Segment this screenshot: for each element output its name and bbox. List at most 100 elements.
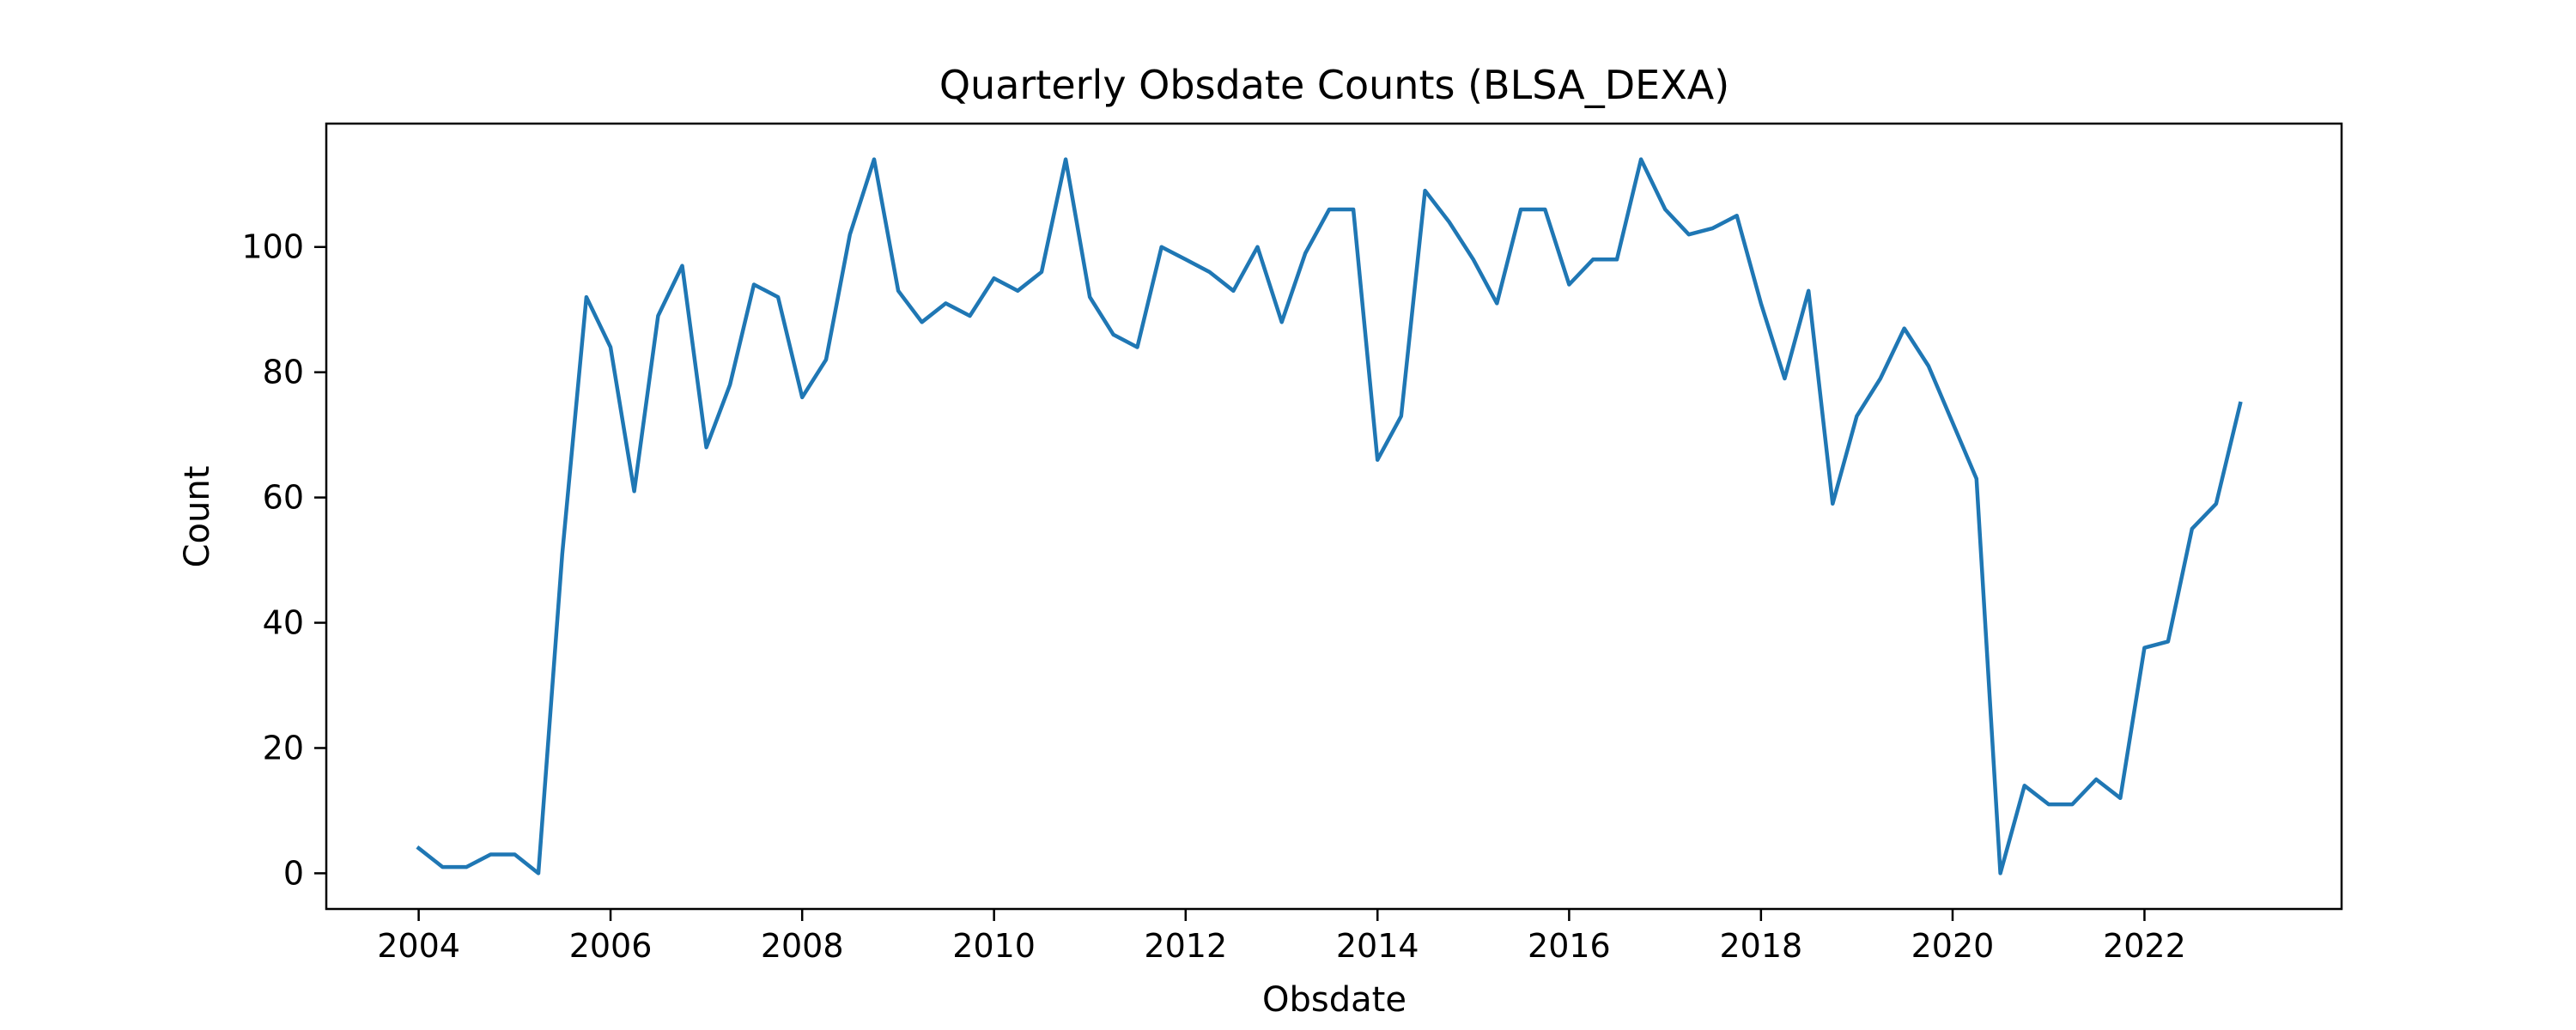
data-point [1014, 288, 1021, 294]
y-tick-label: 40 [263, 604, 304, 642]
data-point [1710, 225, 1716, 232]
series-layer [416, 156, 2244, 876]
data-point [1734, 212, 1741, 219]
data-point [535, 869, 542, 876]
data-point [703, 444, 710, 451]
data-point [1134, 344, 1141, 351]
data-point [1758, 300, 1765, 306]
x-axis: 2004 2006 2008 2010 2012 2014 2016 2018 2020 2022 [377, 909, 2186, 965]
x-axis-label: Obsdate [1262, 980, 1406, 1020]
data-point [512, 851, 519, 858]
x-tick-label: 2008 [761, 927, 844, 965]
data-point [1613, 256, 1620, 263]
data-point [2237, 400, 2244, 407]
data-point [726, 381, 733, 388]
data-point [2165, 638, 2172, 645]
data-point [1829, 500, 1836, 507]
x-tick-label: 2004 [377, 927, 460, 965]
data-point [2045, 801, 2052, 808]
data-point [487, 851, 494, 858]
data-point [559, 550, 566, 557]
data-point [1493, 300, 1500, 306]
data-point [2189, 525, 2196, 532]
y-axis-label: Count [178, 466, 217, 568]
data-point [2141, 645, 2148, 651]
data-point [2117, 795, 2123, 802]
data-point [1182, 256, 1189, 263]
data-point [607, 344, 614, 351]
data-point [1853, 413, 1860, 420]
data-point [1925, 362, 1932, 369]
data-point [2213, 500, 2220, 507]
data-point [1541, 206, 1548, 213]
data-point [919, 318, 926, 325]
data-point [1110, 331, 1117, 338]
data-point [1398, 413, 1405, 420]
data-point [1517, 206, 1524, 213]
data-point [1374, 457, 1381, 464]
x-tick-label: 2022 [2103, 927, 2186, 965]
y-tick-label: 60 [263, 479, 304, 517]
data-point [1206, 269, 1213, 276]
y-tick-label: 80 [263, 354, 304, 391]
data-point [1470, 256, 1477, 263]
data-point [1781, 375, 1788, 382]
data-point [1230, 288, 1236, 294]
data-point [2069, 801, 2075, 808]
data-point [1279, 318, 1285, 325]
data-point [871, 156, 878, 163]
data-point [1422, 187, 1429, 194]
data-point [463, 863, 470, 870]
x-tick-label: 2020 [1911, 927, 1995, 965]
data-point [654, 312, 661, 319]
data-point [942, 300, 949, 306]
data-point [416, 845, 422, 851]
data-point [1997, 869, 2004, 876]
data-point [1446, 219, 1453, 226]
x-tick-label: 2006 [569, 927, 653, 965]
y-tick-label: 100 [241, 228, 304, 266]
data-point [1686, 231, 1692, 238]
data-point [631, 488, 638, 494]
data-point [967, 312, 974, 319]
chart-title: Quarterly Obsdate Counts (BLSA_DEXA) [939, 62, 1729, 108]
data-point [1637, 156, 1644, 163]
data-point [439, 863, 446, 870]
series-line [416, 157, 2243, 876]
data-point [775, 294, 781, 300]
data-point [1255, 244, 1261, 251]
data-point [1973, 476, 1980, 482]
data-point [1805, 288, 1812, 294]
data-point [895, 288, 902, 294]
x-tick-label: 2018 [1719, 927, 1802, 965]
data-point [1086, 294, 1093, 300]
x-tick-label: 2010 [952, 927, 1036, 965]
data-point [679, 263, 686, 270]
data-point [799, 394, 805, 401]
x-tick-label: 2014 [1336, 927, 1419, 965]
data-point [991, 275, 998, 282]
data-point [1565, 282, 1572, 288]
data-point [1350, 206, 1357, 213]
data-point [823, 356, 829, 363]
data-point [1901, 325, 1908, 332]
data-point [1662, 206, 1668, 213]
y-axis: 0 20 40 60 80 100 [241, 228, 326, 892]
data-point [1877, 375, 1884, 382]
data-point [1038, 269, 1045, 276]
data-point [847, 231, 854, 238]
plot-frame [325, 122, 2343, 911]
x-tick-label: 2012 [1144, 927, 1227, 965]
data-point [1302, 250, 1309, 257]
y-tick-label: 0 [283, 854, 304, 892]
data-point [2093, 776, 2099, 783]
data-point [1158, 244, 1165, 251]
y-tick-label: 20 [263, 729, 304, 766]
data-point [583, 294, 590, 300]
data-point [1326, 206, 1333, 213]
data-point [1589, 256, 1596, 263]
x-tick-label: 2016 [1528, 927, 1611, 965]
